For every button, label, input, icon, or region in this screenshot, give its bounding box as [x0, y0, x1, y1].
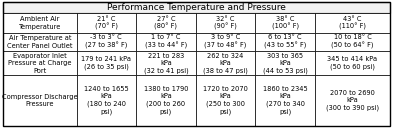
Text: Ambient Air
Temperature: Ambient Air Temperature: [18, 16, 61, 30]
Bar: [3, 33, 77, 51]
Text: Evaporator Inlet
Pressure at Charge
Port: Evaporator Inlet Pressure at Charge Port: [8, 53, 72, 74]
Text: 32° C
(90° F): 32° C (90° F): [214, 15, 237, 30]
Bar: [255, 51, 315, 75]
Text: Performance Temperature and Pressure: Performance Temperature and Pressure: [107, 3, 286, 12]
Text: 1 to 7° C
(33 to 44° F): 1 to 7° C (33 to 44° F): [145, 34, 187, 49]
Text: 2070 to 2690
kPa
(300 to 390 psi): 2070 to 2690 kPa (300 to 390 psi): [326, 90, 379, 111]
Bar: [196, 33, 255, 51]
Text: 43° C
(110° F): 43° C (110° F): [339, 15, 366, 30]
Bar: [196, 13, 255, 33]
Bar: [136, 13, 196, 33]
Bar: [255, 13, 315, 33]
Bar: [255, 75, 315, 126]
Bar: [255, 33, 315, 51]
Text: 303 to 365
kPa
(44 to 53 psi): 303 to 365 kPa (44 to 53 psi): [263, 53, 308, 74]
Bar: [77, 13, 136, 33]
Bar: [315, 75, 390, 126]
Bar: [77, 75, 136, 126]
Text: 1720 to 2070
kPa
(250 to 300
psi): 1720 to 2070 kPa (250 to 300 psi): [203, 86, 248, 115]
Text: 21° C
(70° F): 21° C (70° F): [95, 15, 118, 30]
Bar: [3, 51, 77, 75]
Bar: [136, 51, 196, 75]
Text: 10 to 18° C
(50 to 64° F): 10 to 18° C (50 to 64° F): [331, 34, 374, 49]
Bar: [315, 33, 390, 51]
Bar: [315, 13, 390, 33]
Bar: [3, 2, 390, 13]
Text: 6 to 13° C
(43 to 55° F): 6 to 13° C (43 to 55° F): [264, 34, 306, 49]
Text: 3 to 9° C
(37 to 48° F): 3 to 9° C (37 to 48° F): [204, 34, 247, 49]
Bar: [77, 51, 136, 75]
Text: 38° C
(100° F): 38° C (100° F): [272, 15, 299, 30]
Text: 345 to 414 kPa
(50 to 60 psi): 345 to 414 kPa (50 to 60 psi): [327, 56, 378, 70]
Text: 1240 to 1655
kPa
(180 to 240
psi): 1240 to 1655 kPa (180 to 240 psi): [84, 86, 129, 115]
Bar: [196, 51, 255, 75]
Bar: [315, 51, 390, 75]
Text: 1380 to 1790
kPa
(200 to 260
psi): 1380 to 1790 kPa (200 to 260 psi): [144, 86, 188, 115]
Bar: [3, 13, 77, 33]
Text: 179 to 241 kPa
(26 to 35 psi): 179 to 241 kPa (26 to 35 psi): [81, 56, 131, 70]
Text: 221 to 283
kPa
(32 to 41 psi): 221 to 283 kPa (32 to 41 psi): [143, 53, 188, 74]
Bar: [77, 33, 136, 51]
Text: 1860 to 2345
kPa
(270 to 340
psi): 1860 to 2345 kPa (270 to 340 psi): [263, 86, 307, 115]
Text: -3 to 3° C
(27 to 38° F): -3 to 3° C (27 to 38° F): [85, 34, 127, 49]
Bar: [136, 33, 196, 51]
Bar: [136, 75, 196, 126]
Bar: [196, 75, 255, 126]
Text: Compressor Discharge
Pressure: Compressor Discharge Pressure: [2, 94, 77, 107]
Text: 262 to 324
kPa
(38 to 47 psi): 262 to 324 kPa (38 to 47 psi): [203, 53, 248, 74]
Text: 27° C
(80° F): 27° C (80° F): [154, 15, 177, 30]
Bar: [3, 75, 77, 126]
Text: Air Temperature at
Center Panel Outlet: Air Temperature at Center Panel Outlet: [7, 35, 73, 49]
